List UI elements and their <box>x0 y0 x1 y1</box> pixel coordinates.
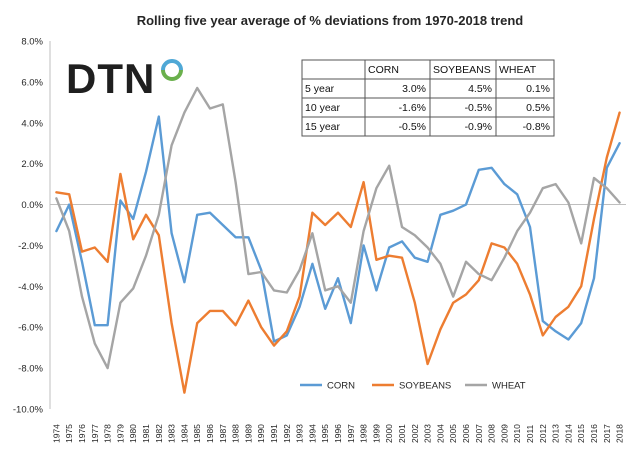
x-tick-label: 2005 <box>448 424 458 443</box>
x-tick-label: 1990 <box>256 424 266 443</box>
table-header-cell: WHEAT <box>499 64 537 76</box>
legend-label-wheat: WHEAT <box>492 381 526 392</box>
y-tick-labels: 8.0% 6.0% 4.0% 2.0% 0.0% -2.0% -4.0% -6.0% -8.0%… <box>13 37 44 416</box>
table-cell: 0.5% <box>526 102 550 114</box>
x-tick-label: 1989 <box>243 424 253 443</box>
x-tick-label: 1974 <box>51 424 61 443</box>
x-tick-label: 1983 <box>167 424 177 443</box>
table-row-label: 15 year <box>305 121 341 133</box>
x-tick-label: 1993 <box>295 424 305 443</box>
x-tick-label: 2012 <box>538 424 548 443</box>
series-line-wheat <box>55 86 621 370</box>
x-tick-label: 2000 <box>384 424 394 443</box>
x-tick-label: 1995 <box>320 424 330 443</box>
x-tick-label: 2009 <box>499 424 509 443</box>
legend-label-corn: CORN <box>327 381 355 392</box>
x-tick-label: 1997 <box>346 424 356 443</box>
y-tick-label: -6.0% <box>18 323 43 334</box>
x-tick-label: 1975 <box>64 424 74 443</box>
y-tick-label: -2.0% <box>18 241 43 252</box>
x-tick-label: 2003 <box>423 424 433 443</box>
dtn-logo: DTN <box>66 55 183 102</box>
y-tick-label: 6.0% <box>21 77 43 88</box>
x-tick-label: 2001 <box>397 424 407 443</box>
x-tick-label: 2013 <box>551 424 561 443</box>
y-tick-label: -8.0% <box>18 364 43 375</box>
x-tick-label: 1999 <box>371 424 381 443</box>
table-row-label: 5 year <box>305 83 335 95</box>
table-cell: -0.5% <box>399 121 426 133</box>
x-tick-label: 2008 <box>487 424 497 443</box>
x-tick-label: 1977 <box>90 424 100 443</box>
table-cell: -0.9% <box>465 121 492 133</box>
table-header-cell: CORN <box>368 64 399 76</box>
y-tick-label: 4.0% <box>21 118 43 129</box>
x-tick-label: 2007 <box>474 424 484 443</box>
chart-title: Rolling five year average of % deviation… <box>137 13 524 28</box>
x-tick-label: 1981 <box>141 424 151 443</box>
x-tick-label: 2014 <box>563 424 573 443</box>
series-line-soybeans <box>55 111 621 394</box>
table-cell: -1.6% <box>399 102 426 114</box>
x-tick-label: 2016 <box>589 424 599 443</box>
y-tick-label: 0.0% <box>21 200 43 211</box>
logo-ring-bottom <box>161 69 183 81</box>
logo-text: DTN <box>66 55 155 102</box>
logo-ring-top <box>161 59 183 71</box>
x-tick-label: 2018 <box>615 424 625 443</box>
table-cell: 3.0% <box>402 83 426 95</box>
y-tick-label: -4.0% <box>18 282 43 293</box>
x-tick-label: 2011 <box>525 424 535 443</box>
x-tick-label: 2004 <box>435 424 445 443</box>
y-tick-label: -10.0% <box>13 405 44 416</box>
x-tick-label: 1987 <box>218 424 228 443</box>
table-cell: -0.8% <box>523 121 550 133</box>
y-tick-label: 2.0% <box>21 159 43 170</box>
x-tick-label: 2015 <box>576 424 586 443</box>
series-line-corn <box>55 115 621 343</box>
x-tick-label: 1976 <box>77 424 87 443</box>
x-tick-label: 1985 <box>192 424 202 443</box>
x-tick-label: 2010 <box>512 424 522 443</box>
x-tick-label: 1998 <box>359 424 369 443</box>
x-tick-label: 2017 <box>602 424 612 443</box>
x-tick-label: 1979 <box>115 424 125 443</box>
x-tick-label: 1988 <box>231 424 241 443</box>
x-tick-label: 1986 <box>205 424 215 443</box>
x-tick-label: 1992 <box>282 424 292 443</box>
x-tick-label: 1991 <box>269 424 279 443</box>
deviation-table: CORN SOYBEANS WHEAT 5 year 3.0% 4.5% 0.1% 10 ye… <box>301 59 555 137</box>
legend: CORN SOYBEANS WHEAT <box>300 381 526 392</box>
legend-label-soybeans: SOYBEANS <box>399 381 451 392</box>
x-tick-label: 1984 <box>179 424 189 443</box>
x-tick-labels: 1974 1975 1976 1977 1978 1979 1980 1981 1982 1983… <box>51 424 624 443</box>
table-cell: 0.1% <box>526 83 550 95</box>
table-cell: -0.5% <box>465 102 492 114</box>
x-tick-label: 2002 <box>410 424 420 443</box>
x-tick-label: 1996 <box>333 424 343 443</box>
table-row-label: 10 year <box>305 102 341 114</box>
x-tick-label: 2006 <box>461 424 471 443</box>
x-tick-label: 1978 <box>103 424 113 443</box>
series-lines <box>55 86 621 394</box>
y-tick-label: 8.0% <box>21 37 43 48</box>
x-tick-label: 1994 <box>307 424 317 443</box>
table-header-cell: SOYBEANS <box>433 64 491 76</box>
x-tick-label: 1982 <box>154 424 164 443</box>
x-tick-label: 1980 <box>128 424 138 443</box>
table-cell: 4.5% <box>468 83 492 95</box>
